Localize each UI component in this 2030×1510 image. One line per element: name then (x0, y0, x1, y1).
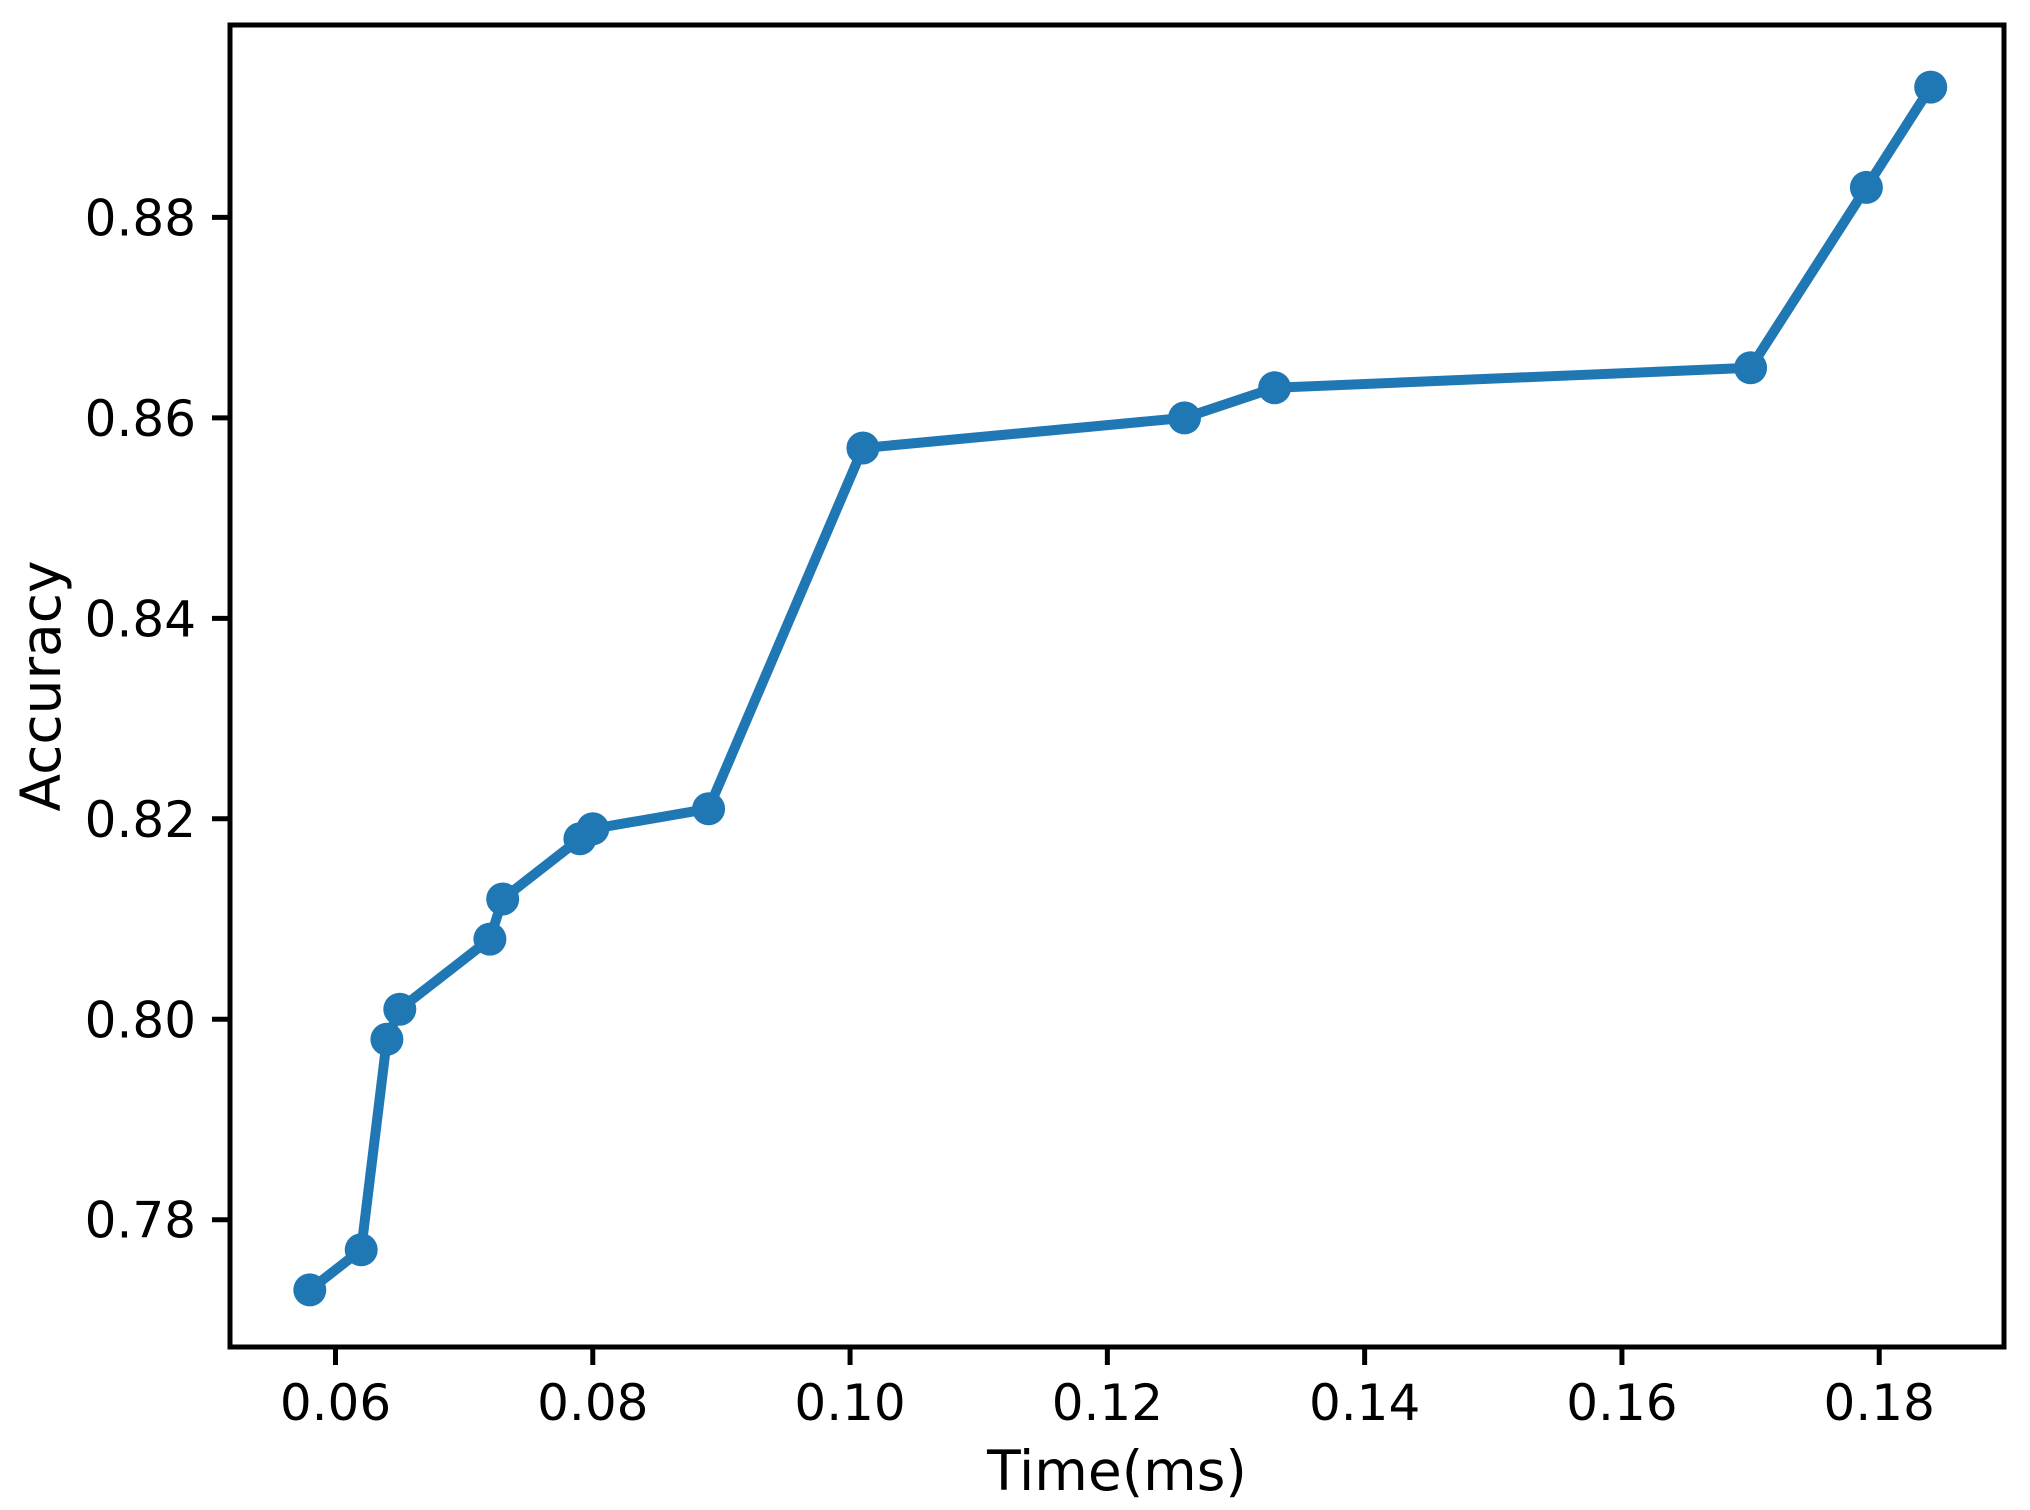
data-point (293, 1273, 327, 1307)
data-point (576, 812, 610, 846)
y-tick-label: 0.78 (85, 1192, 196, 1250)
data-point (383, 992, 417, 1026)
data-point (344, 1233, 378, 1267)
data-point (1168, 401, 1201, 435)
x-axis-label: Time(ms) (986, 1439, 1247, 1503)
data-point (1849, 170, 1883, 204)
x-tick-label: 0.16 (1566, 1374, 1677, 1432)
y-axis-label: Accuracy (9, 560, 73, 811)
x-axis-ticks: 0.06 0.08 0.10 0.12 0.14 0.16 0.18 (280, 1347, 1935, 1432)
plot-border (227, 22, 2007, 1350)
data-point (1734, 351, 1768, 385)
y-axis-ticks: 0.78 0.80 0.82 0.84 0.86 0.88 (85, 189, 230, 1250)
x-tick-label: 0.10 (794, 1374, 905, 1432)
data-point (1258, 371, 1292, 405)
data-point (692, 792, 726, 826)
data-markers (293, 70, 1948, 1307)
x-tick-label: 0.06 (280, 1374, 391, 1432)
data-point (370, 1022, 404, 1056)
y-tick-label: 0.84 (85, 590, 196, 648)
data-point (1914, 70, 1948, 104)
y-tick-label: 0.88 (85, 189, 196, 247)
data-point (846, 431, 880, 465)
data-line (304, 82, 1936, 1295)
x-tick-label: 0.08 (537, 1374, 648, 1432)
y-tick-label: 0.86 (85, 390, 196, 448)
x-tick-label: 0.18 (1824, 1374, 1935, 1432)
y-tick-label: 0.80 (85, 991, 196, 1049)
data-point (486, 882, 520, 916)
x-tick-label: 0.12 (1052, 1374, 1163, 1432)
x-tick-label: 0.14 (1309, 1374, 1420, 1432)
y-tick-label: 0.82 (85, 791, 196, 849)
data-point (473, 922, 507, 956)
